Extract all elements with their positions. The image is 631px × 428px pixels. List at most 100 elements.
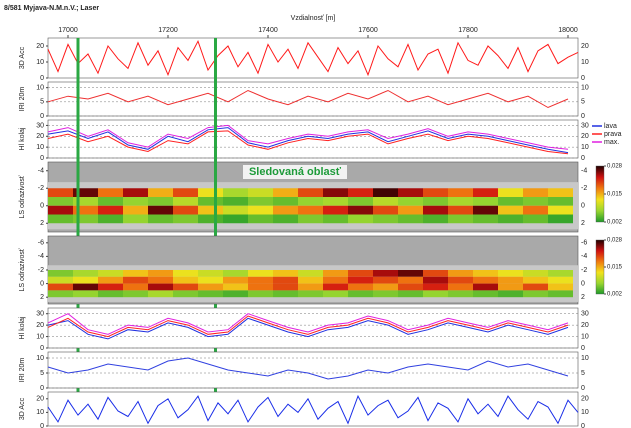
heat-cell xyxy=(323,284,348,291)
heat-cell xyxy=(273,270,298,277)
colorbar-label: 0,015 xyxy=(607,265,623,271)
heat-cell xyxy=(298,215,323,224)
heat-cell xyxy=(148,188,173,197)
heat-cell xyxy=(523,197,548,206)
heat-cell xyxy=(123,206,148,215)
heat-cell xyxy=(398,197,423,206)
heat-cell xyxy=(548,188,573,197)
heat-cell xyxy=(298,277,323,284)
heat-cell xyxy=(548,206,573,215)
heat-cell xyxy=(48,277,73,284)
y-tick-label-right: 10 xyxy=(581,409,589,416)
heat-cell xyxy=(348,270,373,277)
heat-cell xyxy=(273,188,298,197)
heat-cell xyxy=(298,197,323,206)
heat-cell xyxy=(298,290,323,297)
heat-cell xyxy=(48,270,73,277)
y-axis-label: 3D Acc xyxy=(19,397,26,420)
heat-cell xyxy=(248,206,273,215)
heat-cell xyxy=(523,215,548,224)
heat-cell xyxy=(123,270,148,277)
heat-cell xyxy=(323,270,348,277)
heat-cell xyxy=(248,290,273,297)
colorbar-label: 0,002 xyxy=(607,292,623,298)
heat-cell xyxy=(548,277,573,284)
heat-cell xyxy=(398,284,423,291)
heat-cell xyxy=(548,290,573,297)
x-tick-label: 17600 xyxy=(358,27,378,34)
heat-cell xyxy=(173,270,198,277)
heat-cell xyxy=(348,197,373,206)
heat-cell xyxy=(498,270,523,277)
chart-title: 8/581 Myjava-N.M.n.V.; Laser xyxy=(4,5,99,12)
heat-cell xyxy=(248,284,273,291)
y-tick-label: 0 xyxy=(40,345,44,352)
y-tick-label-right: -2 xyxy=(581,185,587,192)
heat-cell xyxy=(223,284,248,291)
y-axis-label: LS odrazivosť xyxy=(19,175,26,218)
heat-cell xyxy=(423,277,448,284)
heat-cell xyxy=(198,188,223,197)
heat-cell xyxy=(448,197,473,206)
heat-cell xyxy=(323,188,348,197)
heat-cell xyxy=(373,197,398,206)
page: 8/581 Myjava-N.M.n.V.; Laser Vzdialnosť … xyxy=(0,0,631,428)
heat-cell xyxy=(498,188,523,197)
heat-cell xyxy=(348,290,373,297)
heat-cell xyxy=(448,290,473,297)
y-tick-label-right: 5 xyxy=(581,370,585,377)
heat-cell xyxy=(173,197,198,206)
y-tick-label: -4 xyxy=(38,253,44,260)
y-tick-label: 0 xyxy=(40,113,44,120)
y-tick-label-right: 0 xyxy=(581,75,585,82)
y-axis-label: Hl kolaj xyxy=(19,316,26,339)
heat-cell xyxy=(348,206,373,215)
x-tick-label: 17400 xyxy=(258,27,278,34)
heat-cell xyxy=(423,188,448,197)
heat-cell xyxy=(323,197,348,206)
heat-cell xyxy=(373,188,398,197)
heat-cell xyxy=(473,290,498,297)
heat-cell xyxy=(323,277,348,284)
heat-cell xyxy=(348,277,373,284)
y-tick-label: 0 xyxy=(40,385,44,392)
y-tick-label: 5 xyxy=(40,370,44,377)
heat-cell xyxy=(273,290,298,297)
y-tick-label: 10 xyxy=(36,355,44,362)
y-axis-label: Hl kolaj xyxy=(19,127,26,150)
heat-cell xyxy=(148,206,173,215)
x-tick-label: 17800 xyxy=(458,27,478,34)
heat-cell xyxy=(48,290,73,297)
y-tick-label: 0 xyxy=(40,155,44,162)
y-tick-label-right: 20 xyxy=(581,43,589,50)
colorbar-label: 0,028 xyxy=(607,238,623,244)
heat-cell xyxy=(498,277,523,284)
heat-cell xyxy=(73,277,98,284)
heat-cell xyxy=(48,215,73,224)
heat-cell xyxy=(448,215,473,224)
heat-cell xyxy=(48,188,73,197)
heat-cell xyxy=(348,215,373,224)
heat-cell xyxy=(98,290,123,297)
heat-cell xyxy=(198,197,223,206)
heat-cell xyxy=(198,270,223,277)
heat-cell xyxy=(248,277,273,284)
heat-cell xyxy=(198,215,223,224)
heat-cell xyxy=(173,206,198,215)
heat-cell xyxy=(98,188,123,197)
heat-cell xyxy=(98,277,123,284)
heat-cell xyxy=(98,284,123,291)
heat-cell xyxy=(223,188,248,197)
heat-cell xyxy=(298,270,323,277)
heat-cell xyxy=(323,206,348,215)
y-tick-label-right: 2 xyxy=(581,220,585,227)
heat-cell xyxy=(523,277,548,284)
y-tick-label-right: 0 xyxy=(581,345,585,352)
heat-cell xyxy=(548,270,573,277)
heat-cell xyxy=(223,197,248,206)
heat-cell xyxy=(248,188,273,197)
y-tick-label: -2 xyxy=(38,267,44,274)
heat-cell xyxy=(523,270,548,277)
y-tick-label: 10 xyxy=(36,85,44,92)
y-tick-label: 5 xyxy=(40,99,44,106)
